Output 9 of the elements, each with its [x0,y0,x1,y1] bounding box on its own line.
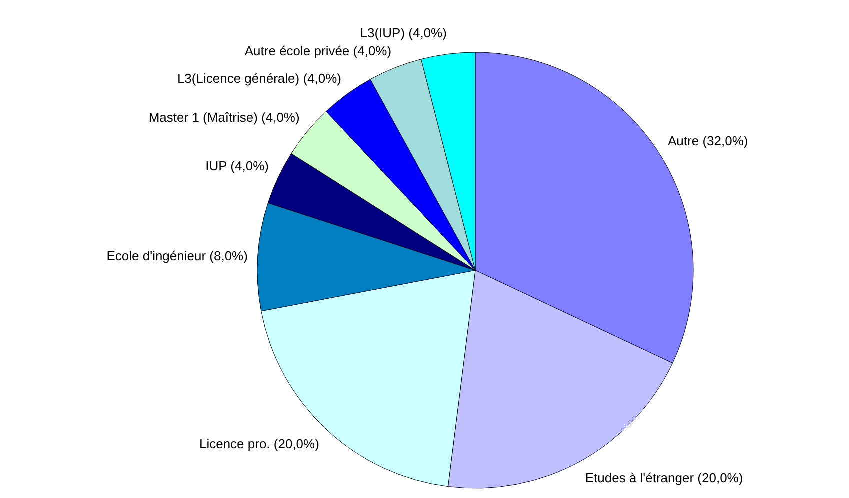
slice-label: Licence pro. (20,0%) [199,436,320,452]
slice-label: IUP (4,0%) [206,158,269,174]
slice-label: L3(IUP) (4,0%) [360,26,447,41]
slice-label: Ecole d'ingénieur (8,0%) [106,248,248,264]
slice-label: Autre (32,0%) [668,133,748,148]
slice-label: Master 1 (Maîtrise) (4,0%) [148,110,300,126]
slice-label: L3(Licence générale) (4,0%) [177,71,342,86]
slice-label: Etudes à l'étranger (20,0%) [585,470,744,486]
slice-label: Autre école privée (4,0%) [244,44,392,59]
